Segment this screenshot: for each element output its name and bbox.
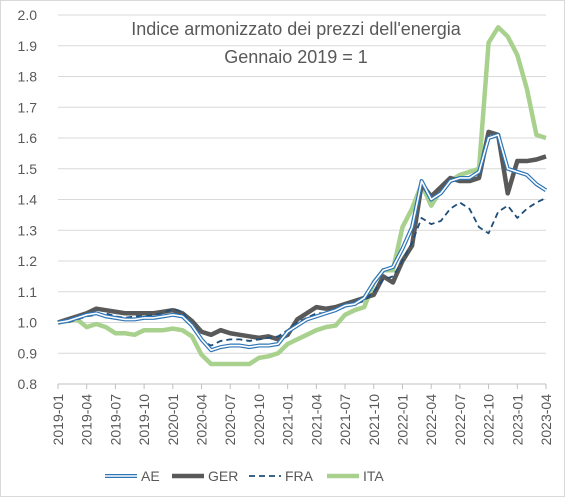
legend-label: GER: [208, 468, 238, 484]
y-tick-label: 1.7: [18, 99, 38, 115]
y-tick-label: 0.9: [18, 345, 38, 361]
x-tick-label: 2022-10: [481, 394, 497, 446]
gridlines: [58, 14, 546, 385]
x-tick-label: 2022-01: [394, 394, 410, 446]
y-tick-label: 1.0: [18, 315, 38, 331]
series-lines: [57, 25, 548, 367]
legend-item-ger: GER: [172, 468, 238, 484]
x-tick-label: 2022-04: [423, 394, 439, 446]
y-tick-label: 1.6: [18, 130, 38, 146]
series-ae-line: [57, 132, 548, 353]
x-tick-label: 2023-04: [538, 394, 554, 446]
x-tick-label: 2020-04: [194, 394, 210, 446]
x-tick-label: 2020-01: [165, 394, 181, 446]
y-tick-label: 1.9: [18, 38, 38, 54]
x-tick-label: 2019-10: [136, 394, 152, 446]
y-tick-label: 0.8: [18, 376, 38, 392]
legend-item-ita: ITA: [327, 468, 384, 484]
y-tick-label: 1.2: [18, 253, 38, 269]
x-axis-ticks: 2019-01 2019-04 2019-07 2019-10 2020-01 2020-…: [50, 384, 554, 445]
x-tick-label: 2019-01: [50, 394, 66, 446]
legend-item-fra: FRA: [249, 468, 314, 484]
y-tick-label: 1.1: [18, 284, 38, 300]
legend-label: AE: [141, 468, 160, 484]
x-tick-label: 2023-01: [509, 394, 525, 446]
x-tick-label: 2022-07: [452, 394, 468, 446]
y-tick-label: 1.4: [18, 192, 38, 208]
x-tick-label: 2021-04: [308, 394, 324, 446]
legend: AE GER FRA ITA: [105, 468, 384, 484]
series-ita-line: [57, 25, 547, 367]
x-tick-label: 2021-07: [337, 394, 353, 446]
x-tick-label: 2019-07: [107, 394, 123, 446]
x-tick-label: 2020-10: [251, 394, 267, 446]
chart-title: Indice armonizzato dei prezzi dell'energ…: [131, 19, 462, 39]
legend-label: FRA: [285, 468, 314, 484]
series-ger-line: [57, 129, 547, 342]
legend-label: ITA: [363, 468, 384, 484]
y-axis-ticks: 0.8 0.9 1.0 1.1 1.2 1.3 1.4 1.5 1.6 1.7 1.8 1.9 2.0: [18, 7, 38, 392]
x-tick-label: 2020-07: [222, 394, 238, 446]
y-tick-label: 1.3: [18, 222, 38, 238]
x-tick-label: 2021-10: [366, 394, 382, 446]
y-tick-label: 1.8: [18, 69, 38, 85]
x-tick-label: 2019-04: [79, 394, 95, 446]
x-tick-label: 2021-01: [280, 394, 296, 446]
y-tick-label: 2.0: [18, 7, 38, 23]
legend-item-ae: AE: [105, 468, 160, 484]
chart-subtitle: Gennaio 2019 = 1: [224, 47, 368, 67]
y-tick-label: 1.5: [18, 161, 38, 177]
